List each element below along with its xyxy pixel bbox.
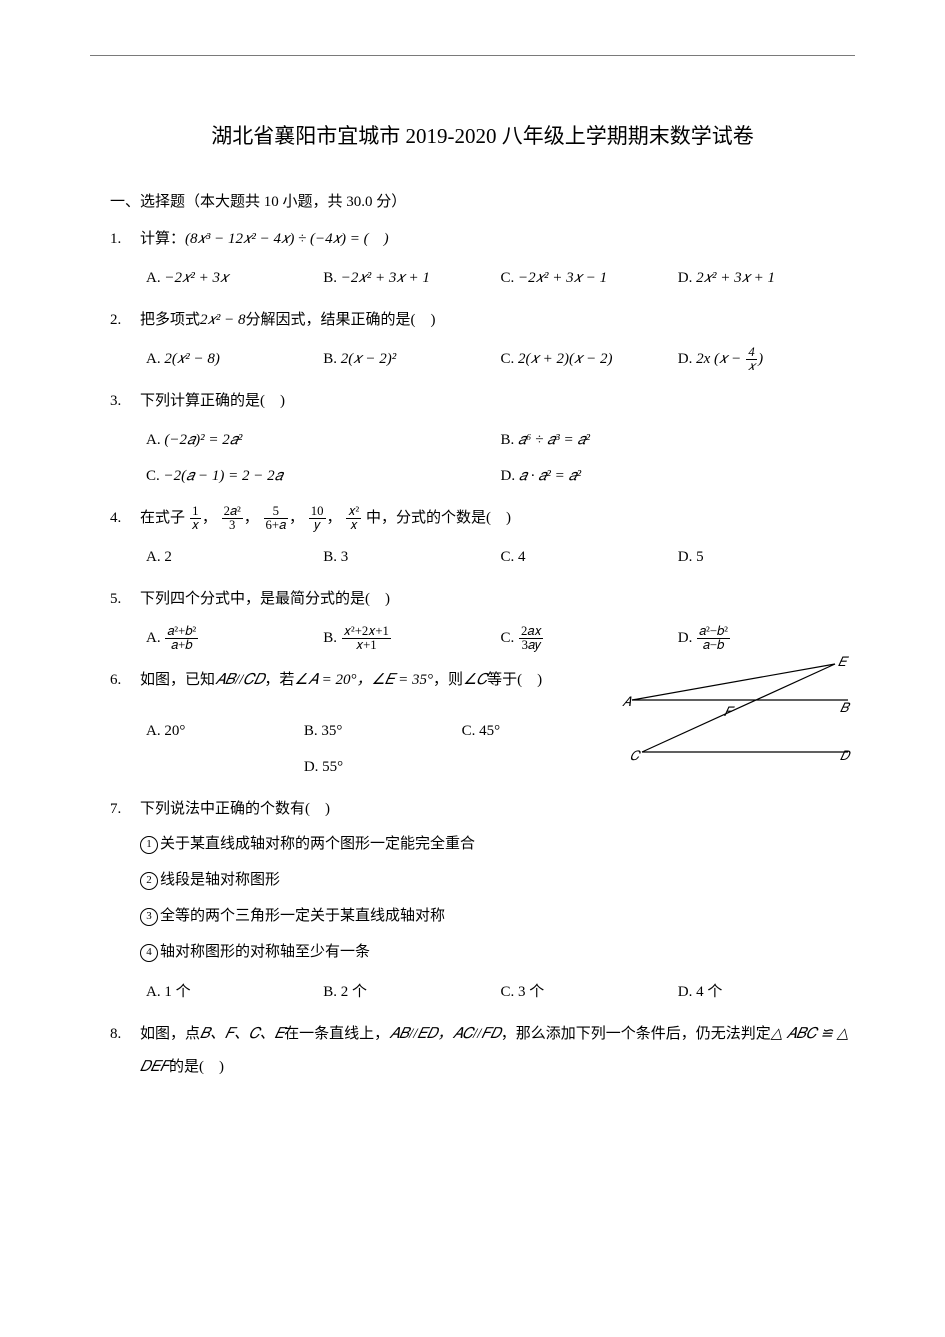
statements: 1关于某直线成轴对称的两个图形一定能完全重合 2线段是轴对称图形 3全等的两个三… <box>140 826 855 970</box>
question-6-options: A. 20° B. 35° C. 45° D. 55° <box>146 713 620 785</box>
question-body: 下列四个分式中，是最简分式的是( ) <box>140 583 855 616</box>
header-rule <box>90 55 855 56</box>
question-text: 下列说法中正确的个数有( ) <box>140 801 330 817</box>
question-2: 2. 把多项式2𝑥² − 8分解因式，结果正确的是( ) <box>110 304 855 337</box>
option-a: A. 20° <box>146 713 304 749</box>
option-c: C. 2𝑎𝑥3𝑎𝑦 <box>501 620 678 656</box>
statement-3: 3全等的两个三角形一定关于某直线成轴对称 <box>140 898 855 934</box>
option-c: C. 3 个 <box>501 974 678 1010</box>
option-a: A. 1 个 <box>146 974 323 1010</box>
question-number: 3. <box>110 385 140 418</box>
option-d: D. 2𝑥² + 3𝑥 + 1 <box>678 260 855 296</box>
option-a: A. 𝑎²+𝑏²𝑎+𝑏 <box>146 620 323 656</box>
option-c: C. −2(𝑎 − 1) = 2 − 2𝑎 <box>146 458 501 494</box>
question-text: 下列计算正确的是( ) <box>140 393 285 409</box>
svg-text:𝐸: 𝐸 <box>838 656 850 669</box>
question-6-figure: 𝐴 𝐵 𝐶 𝐷 𝐸 𝐹 <box>620 656 855 771</box>
option-d: D. 𝑎²−𝑏²𝑎−𝑏 <box>678 620 855 656</box>
question-body: 下列计算正确的是( ) <box>140 385 855 418</box>
option-d: D. 55° <box>304 749 462 785</box>
statement-1: 1关于某直线成轴对称的两个图形一定能完全重合 <box>140 826 855 862</box>
question-text: 如图，已知𝐴𝐵//𝐶𝐷，若∠𝐴 = 20°，∠𝐸 = 35°，则∠𝐶等于( ) <box>140 672 542 688</box>
question-6-left: 6. 如图，已知𝐴𝐵//𝐶𝐷，若∠𝐴 = 20°，∠𝐸 = 35°，则∠𝐶等于(… <box>110 656 620 785</box>
question-2-options: A. 2(𝑥² − 8) B. 2(𝑥 − 2)² C. 2(𝑥 + 2)(𝑥 … <box>146 341 855 377</box>
question-number: 7. <box>110 793 140 826</box>
question-number: 5. <box>110 583 140 616</box>
section-1-heading: 一、选择题（本大题共 10 小题，共 30.0 分） <box>110 190 855 211</box>
option-b: B. −2𝑥² + 3𝑥 + 1 <box>323 260 500 296</box>
question-4: 4. 在式子 1𝑥， 2𝑎²3， 56+𝑎， 10𝑦， 𝑥²𝑥 中，分式的个数是… <box>110 502 855 535</box>
question-body: 计算：(8𝑥³ − 12𝑥² − 4𝑥) ÷ (−4𝑥) = ( ) <box>140 223 855 256</box>
svg-text:𝐵: 𝐵 <box>840 700 851 715</box>
question-number: 6. <box>110 664 140 697</box>
question-number: 8. <box>110 1018 140 1051</box>
option-d-math: 2x (𝑥 − 4𝑥) <box>696 351 763 367</box>
question-body: 在式子 1𝑥， 2𝑎²3， 56+𝑎， 10𝑦， 𝑥²𝑥 中，分式的个数是( ) <box>140 502 855 535</box>
option-c: C. −2𝑥² + 3𝑥 − 1 <box>501 260 678 296</box>
option-a: A. 2 <box>146 539 323 575</box>
question-body: 如图，点𝐵、𝐹、𝐶、𝐸在一条直线上，𝐴𝐵//𝐸𝐷，𝐴𝐶//𝐹𝐷，那么添加下列一个… <box>140 1018 855 1084</box>
option-b: B. 𝑥²+2𝑥+1𝑥+1 <box>323 620 500 656</box>
option-a: A. −2𝑥² + 3𝑥 <box>146 260 323 296</box>
option-b: B. 35° <box>304 713 462 749</box>
exam-title: 湖北省襄阳市宜城市 2019-2020 八年级上学期期末数学试卷 <box>110 120 855 150</box>
question-6: 6. 如图，已知𝐴𝐵//𝐶𝐷，若∠𝐴 = 20°，∠𝐸 = 35°，则∠𝐶等于(… <box>110 664 620 697</box>
question-text: 计算：(8𝑥³ − 12𝑥² − 4𝑥) ÷ (−4𝑥) = ( ) <box>140 231 389 247</box>
question-body: 下列说法中正确的个数有( ) 1关于某直线成轴对称的两个图形一定能完全重合 2线… <box>140 793 855 970</box>
question-number: 2. <box>110 304 140 337</box>
exam-page: 湖北省襄阳市宜城市 2019-2020 八年级上学期期末数学试卷 一、选择题（本… <box>0 0 945 1337</box>
question-text: 下列四个分式中，是最简分式的是( ) <box>140 591 390 607</box>
question-5: 5. 下列四个分式中，是最简分式的是( ) <box>110 583 855 616</box>
svg-text:𝐶: 𝐶 <box>630 748 642 763</box>
geometry-diagram: 𝐴 𝐵 𝐶 𝐷 𝐸 𝐹 <box>620 656 855 766</box>
question-text: 如图，点𝐵、𝐹、𝐶、𝐸在一条直线上，𝐴𝐵//𝐸𝐷，𝐴𝐶//𝐹𝐷，那么添加下列一个… <box>140 1026 848 1075</box>
option-b: B. 3 <box>323 539 500 575</box>
question-number: 4. <box>110 502 140 535</box>
statement-4: 4轴对称图形的对称轴至少有一条 <box>140 934 855 970</box>
option-b: B. 2 个 <box>323 974 500 1010</box>
option-c: C. 4 <box>501 539 678 575</box>
svg-text:𝐷: 𝐷 <box>840 748 851 763</box>
svg-text:𝐴: 𝐴 <box>622 694 632 709</box>
svg-text:𝐹: 𝐹 <box>724 704 735 719</box>
question-3: 3. 下列计算正确的是( ) <box>110 385 855 418</box>
question-5-options: A. 𝑎²+𝑏²𝑎+𝑏 B. 𝑥²+2𝑥+1𝑥+1 C. 2𝑎𝑥3𝑎𝑦 D. 𝑎… <box>146 620 855 656</box>
question-text: 在式子 1𝑥， 2𝑎²3， 56+𝑎， 10𝑦， 𝑥²𝑥 中，分式的个数是( ) <box>140 510 511 526</box>
question-6-row: 6. 如图，已知𝐴𝐵//𝐶𝐷，若∠𝐴 = 20°，∠𝐸 = 35°，则∠𝐶等于(… <box>110 656 855 785</box>
question-body: 把多项式2𝑥² − 8分解因式，结果正确的是( ) <box>140 304 855 337</box>
option-d: D. 2x (𝑥 − 4𝑥) <box>678 341 855 377</box>
option-d: D. 5 <box>678 539 855 575</box>
question-number: 1. <box>110 223 140 256</box>
question-text: 把多项式2𝑥² − 8分解因式，结果正确的是( ) <box>140 312 436 328</box>
question-1-options: A. −2𝑥² + 3𝑥 B. −2𝑥² + 3𝑥 + 1 C. −2𝑥² + … <box>146 260 855 296</box>
question-body: 如图，已知𝐴𝐵//𝐶𝐷，若∠𝐴 = 20°，∠𝐸 = 35°，则∠𝐶等于( ) <box>140 664 620 697</box>
option-d: D. 𝑎 · 𝑎² = 𝑎² <box>501 458 856 494</box>
option-c: C. 2(𝑥 + 2)(𝑥 − 2) <box>501 341 678 377</box>
question-7-options: A. 1 个 B. 2 个 C. 3 个 D. 4 个 <box>146 974 855 1010</box>
statement-2: 2线段是轴对称图形 <box>140 862 855 898</box>
option-a: A. (−2𝑎)² = 2𝑎² <box>146 422 501 458</box>
option-a: A. 2(𝑥² − 8) <box>146 341 323 377</box>
question-7: 7. 下列说法中正确的个数有( ) 1关于某直线成轴对称的两个图形一定能完全重合… <box>110 793 855 970</box>
option-b: B. 𝑎⁶ ÷ 𝑎³ = 𝑎² <box>501 422 856 458</box>
option-b: B. 2(𝑥 − 2)² <box>323 341 500 377</box>
question-4-options: A. 2 B. 3 C. 4 D. 5 <box>146 539 855 575</box>
question-8: 8. 如图，点𝐵、𝐹、𝐶、𝐸在一条直线上，𝐴𝐵//𝐸𝐷，𝐴𝐶//𝐹𝐷，那么添加下… <box>110 1018 855 1084</box>
question-1: 1. 计算：(8𝑥³ − 12𝑥² − 4𝑥) ÷ (−4𝑥) = ( ) <box>110 223 855 256</box>
option-d: D. 4 个 <box>678 974 855 1010</box>
question-3-options: A. (−2𝑎)² = 2𝑎² B. 𝑎⁶ ÷ 𝑎³ = 𝑎² C. −2(𝑎 … <box>146 422 855 494</box>
option-c: C. 45° <box>462 713 620 749</box>
